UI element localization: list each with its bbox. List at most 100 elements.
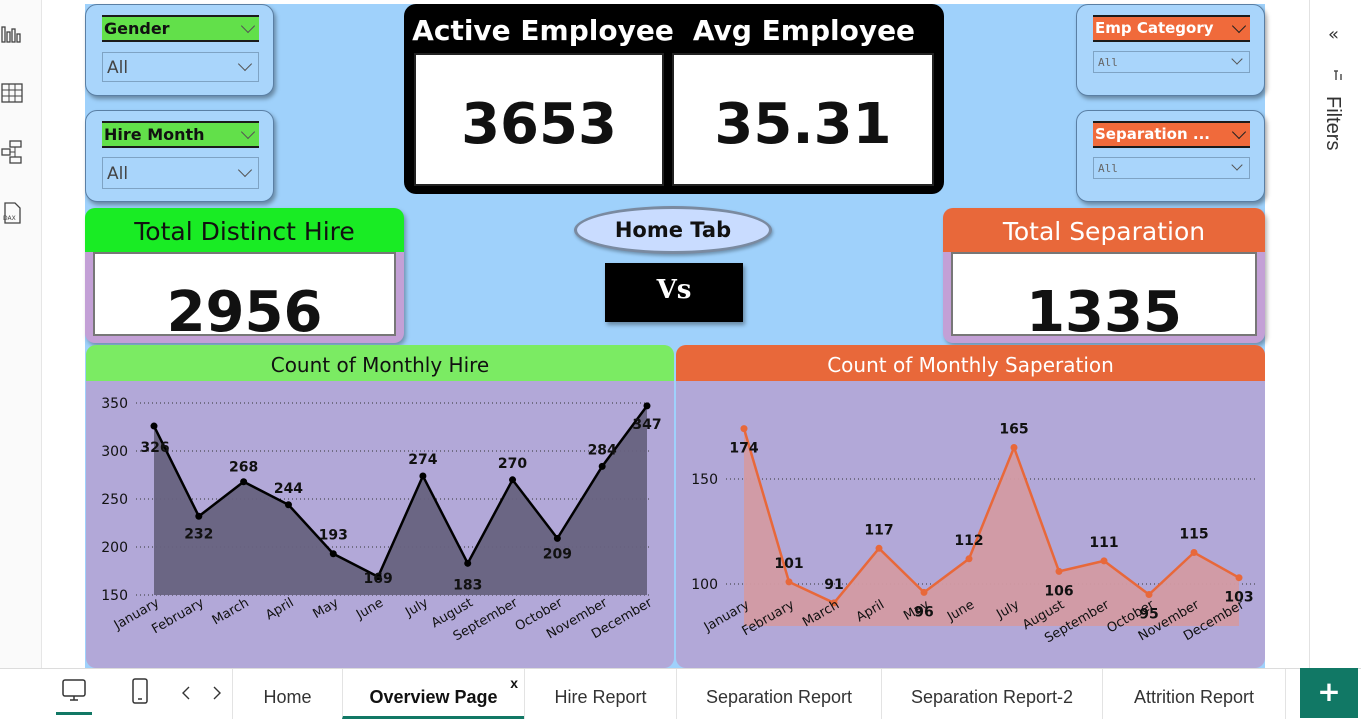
separation-slicer[interactable]: Separation ... All [1076,110,1265,202]
data-point [785,578,793,586]
gender-slicer[interactable]: Gender All [85,4,274,96]
gender-value: All [107,58,129,78]
y-tick-label: 150 [101,588,128,604]
hire-month-dropdown[interactable]: All [102,157,259,189]
data-point [875,544,883,552]
data-point [284,501,292,509]
active-employee-card [414,53,664,186]
monthly-separation-chart-title: Count of Monthly Saperation [676,345,1265,381]
data-label: 169 [363,571,392,587]
chevron-down-icon [1231,53,1243,65]
series-line [152,405,649,579]
monthly-hire-plot: 150 200 250 300 350 326 232 268 244 193 169 274 183 2… [101,396,661,644]
tab-separation-report-2[interactable]: Separation Report-2 [881,669,1102,719]
separation-dropdown[interactable]: All [1093,157,1250,179]
emp-category-slicer-header: Emp Category [1093,15,1250,42]
monthly-separation-plot: 100150174101911179611216510611195115103J… [691,422,1256,646]
model-view-icon[interactable] [0,140,24,164]
y-tick-label: 100 [691,577,718,593]
x-tick-label: June [353,595,386,623]
monthly-separation-chart: Count of Monthly Saperation 100 150 174 101… [676,345,1265,668]
hire-month-slicer-header: Hire Month [102,121,259,148]
x-tick-label: February [149,595,207,637]
series-area [744,428,1239,626]
desktop-view-icon[interactable] [56,675,92,715]
separation-slicer-label: Separation ... [1095,125,1210,143]
data-label: 232 [184,526,213,542]
tab-close-icon[interactable]: x [510,675,518,691]
emp-category-slicer[interactable]: Emp Category All [1076,4,1265,96]
dax-query-icon[interactable]: DAX [0,201,24,225]
chevron-down-icon [237,56,253,72]
tab-home[interactable]: Home [232,669,342,719]
data-label: 209 [543,546,572,562]
data-point [1010,444,1018,451]
collapse-double-chevron-icon[interactable]: « [1328,24,1340,45]
data-point [329,550,337,558]
hire-month-slicer[interactable]: Hire Month All [85,110,274,202]
filters-label: Filters [1322,96,1344,151]
data-label: 193 [319,528,348,544]
page-tab-bar: Home Overview Page x Hire Report Separat… [0,668,1361,719]
data-label: 112 [954,533,983,549]
data-label: 95 [1139,607,1158,623]
data-point [553,534,561,542]
tab-hire-report[interactable]: Hire Report [524,669,676,719]
gender-dropdown[interactable]: All [102,52,259,82]
filter-icon[interactable] [1333,66,1345,85]
prev-page-arrow-icon[interactable] [180,683,192,707]
data-label: 274 [408,452,437,468]
next-page-arrow-icon[interactable] [211,683,223,707]
data-point [1100,557,1108,565]
x-tick-label: March [210,595,252,628]
report-view-icon[interactable] [0,22,24,46]
data-point [374,573,382,581]
data-label: 284 [588,442,617,458]
data-point [150,422,158,430]
home-tab-button[interactable]: Home Tab [574,206,772,254]
chevron-down-icon [1231,124,1247,140]
data-label: 268 [229,460,258,476]
x-tick-label: May [310,595,341,622]
data-point [1055,567,1063,575]
data-label: 117 [864,522,893,538]
chevron-down-icon [1231,159,1243,171]
total-separation-card: Total Separation 1335 [943,208,1265,345]
data-label: 183 [453,577,482,593]
data-label: 96 [914,604,933,620]
emp-category-dropdown[interactable]: All [1093,51,1250,73]
data-label: 106 [1044,583,1073,599]
active-employee-value: 3653 [461,92,617,157]
data-label: 165 [999,422,1028,438]
hire-month-slicer-label: Hire Month [104,125,205,144]
add-page-button[interactable]: + [1300,668,1358,718]
data-point [509,476,517,484]
data-point [598,462,606,470]
total-separation-label: Total Separation [943,208,1265,252]
emp-category-value: All [1098,56,1118,69]
data-point [643,402,651,410]
monthly-hire-chart-title: Count of Monthly Hire [86,345,674,381]
data-point [1190,549,1198,556]
total-hire-value: 2956 [166,280,323,345]
separation-value: All [1098,162,1118,175]
data-point [464,559,472,567]
tab-separation-report[interactable]: Separation Report [676,669,881,719]
gender-slicer-label: Gender [104,19,170,38]
chevron-down-icon [240,18,256,34]
series-area [154,405,647,595]
data-label: 326 [140,440,169,456]
tab-attrition-report[interactable]: Attrition Report [1102,669,1286,719]
data-label: 111 [1089,535,1118,551]
table-view-icon[interactable] [0,81,24,105]
data-point [1145,591,1153,598]
data-point [240,478,248,486]
filters-pane[interactable]: « [1309,0,1361,668]
total-separation-value-box [951,252,1257,336]
data-label: 270 [498,456,527,472]
mobile-view-icon[interactable] [130,677,150,711]
y-tick-label: 300 [101,444,128,460]
data-point [920,588,928,596]
data-label: 244 [274,481,303,497]
tab-overview-page[interactable]: Overview Page x [342,669,524,719]
